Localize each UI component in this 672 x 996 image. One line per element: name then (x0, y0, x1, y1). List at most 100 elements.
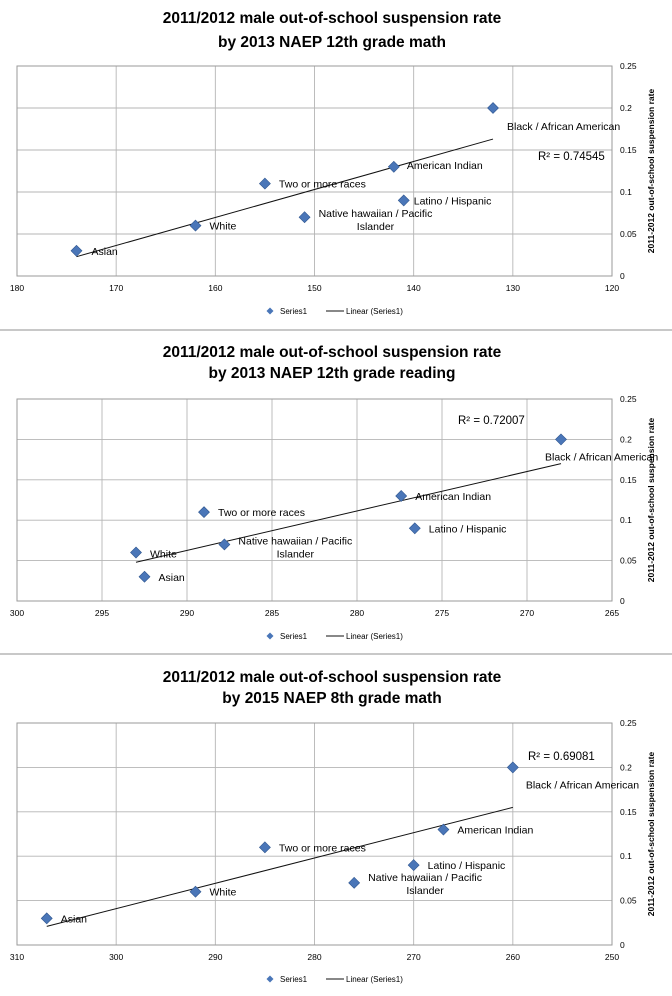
plot-area (16, 398, 613, 602)
data-label: Islander (277, 548, 315, 560)
data-label: Black / African American (526, 779, 639, 791)
y-tick-label: 0.05 (620, 556, 637, 566)
chart-title: 2011/2012 male out-of-school suspension … (163, 669, 502, 686)
data-label: Two or more races (279, 842, 366, 854)
data-label: Latino / Hispanic (428, 860, 506, 872)
x-tick-label: 160 (208, 283, 222, 293)
data-point-diamond (348, 876, 361, 889)
data-point-diamond (198, 506, 210, 519)
data-point-diamond (395, 490, 408, 502)
data-point-diamond (258, 177, 271, 190)
y-tick-label: 0 (620, 271, 625, 281)
y-tick-label: 0.2 (620, 762, 632, 772)
x-tick-label: 280 (350, 608, 364, 618)
y-tick-label: 0 (620, 940, 625, 950)
y-tick-label: 0.15 (620, 807, 637, 817)
legend-series-label: Series1 (280, 975, 308, 984)
data-label: Two or more races (279, 179, 366, 191)
x-tick-label: 180 (10, 283, 24, 293)
data-label: Islander (406, 885, 444, 897)
chart-panel-1: 2011/2012 male out-of-school suspension … (0, 0, 672, 328)
chart-math-8: 2011/2012 male out-of-school suspension … (10, 669, 656, 984)
chart-title: 2011/2012 male out-of-school suspension … (163, 10, 502, 27)
x-tick-label: 265 (605, 608, 619, 618)
panel-divider (0, 653, 672, 655)
y-tick-label: 0.15 (620, 145, 637, 155)
x-tick-label: 120 (605, 283, 619, 293)
chart-subtitle: by 2015 NAEP 8th grade math (222, 690, 441, 707)
data-point-diamond (506, 761, 519, 774)
x-tick-label: 300 (109, 952, 123, 962)
data-label: White (210, 887, 237, 899)
y-tick-label: 0.1 (620, 851, 632, 861)
x-tick-label: 270 (407, 952, 421, 962)
data-point-diamond (487, 102, 499, 114)
y-tick-label: 0.25 (620, 61, 637, 71)
trendline (46, 806, 513, 927)
legend-trend-label: Linear (Series1) (346, 975, 403, 984)
x-tick-label: 300 (10, 608, 24, 618)
data-label: American Indian (415, 491, 491, 503)
data-label: Native hawaiian / Pacific (238, 535, 352, 547)
x-tick-label: 275 (435, 608, 449, 618)
y-tick-label: 0 (620, 596, 625, 606)
x-tick-label: 290 (180, 608, 194, 618)
r-squared-label: R² = 0.74545 (538, 151, 605, 163)
data-point-diamond (387, 160, 400, 173)
legend-series-label: Series1 (280, 632, 308, 641)
chart-panel-3: 2011/2012 male out-of-school suspension … (0, 656, 672, 996)
data-label: Latino / Hispanic (429, 523, 507, 535)
data-label: Latino / Hispanic (414, 195, 492, 207)
y-tick-label: 0.1 (620, 515, 632, 525)
data-label: White (210, 221, 237, 233)
data-point-diamond (40, 912, 53, 925)
x-tick-label: 280 (307, 952, 321, 962)
legend-marker-diamond (266, 307, 274, 315)
y-axis-title: 2011-2012 out-of-school suspension rate (646, 418, 656, 583)
data-label: Two or more races (218, 507, 305, 519)
x-tick-label: 140 (407, 283, 421, 293)
legend-marker-diamond (266, 975, 274, 983)
data-label: White (150, 549, 177, 561)
data-point-diamond (437, 823, 450, 836)
data-point-diamond (397, 194, 410, 207)
data-point-diamond (218, 538, 231, 551)
chart-subtitle: by 2013 NAEP 12th grade reading (209, 365, 456, 382)
x-tick-label: 285 (265, 608, 279, 618)
data-label: Islander (357, 221, 395, 233)
y-tick-label: 0.2 (620, 434, 632, 444)
x-tick-label: 290 (208, 952, 222, 962)
x-tick-label: 295 (95, 608, 109, 618)
data-label: Asian (92, 246, 118, 258)
legend-trend-label: Linear (Series1) (346, 632, 403, 641)
data-label: Black / African American (545, 451, 658, 463)
data-point-diamond (70, 244, 83, 257)
chart-subtitle: by 2013 NAEP 12th grade math (218, 34, 446, 51)
data-label: American Indian (407, 160, 483, 172)
trendline (135, 463, 562, 563)
y-tick-label: 0.25 (620, 394, 637, 404)
data-label: Native hawaiian / Pacific (319, 208, 433, 220)
data-label: Asian (61, 913, 87, 925)
y-axis-title: 2011-2012 out-of-school suspension rate (646, 89, 656, 254)
legend-trend-label: Linear (Series1) (346, 307, 403, 316)
data-label: Asian (159, 572, 185, 584)
y-axis-title: 2011-2012 out-of-school suspension rate (646, 752, 656, 917)
data-point-diamond (138, 570, 151, 583)
data-point-diamond (189, 885, 202, 898)
plot-area (16, 65, 613, 277)
y-tick-label: 0.05 (620, 896, 637, 906)
data-point-diamond (189, 219, 202, 232)
data-point-diamond (258, 841, 271, 854)
data-point-diamond (555, 433, 567, 446)
y-tick-label: 0.2 (620, 103, 632, 113)
r-squared-label: R² = 0.69081 (528, 751, 595, 763)
chart-panel-2: 2011/2012 male out-of-school suspension … (0, 332, 672, 652)
data-label: American Indian (457, 825, 533, 837)
x-tick-label: 150 (307, 283, 321, 293)
chart-math-12: 2011/2012 male out-of-school suspension … (10, 10, 656, 316)
data-point-diamond (407, 859, 420, 872)
r-squared-label: R² = 0.72007 (458, 415, 525, 427)
legend-marker-diamond (266, 632, 274, 640)
plot-area (16, 722, 613, 946)
